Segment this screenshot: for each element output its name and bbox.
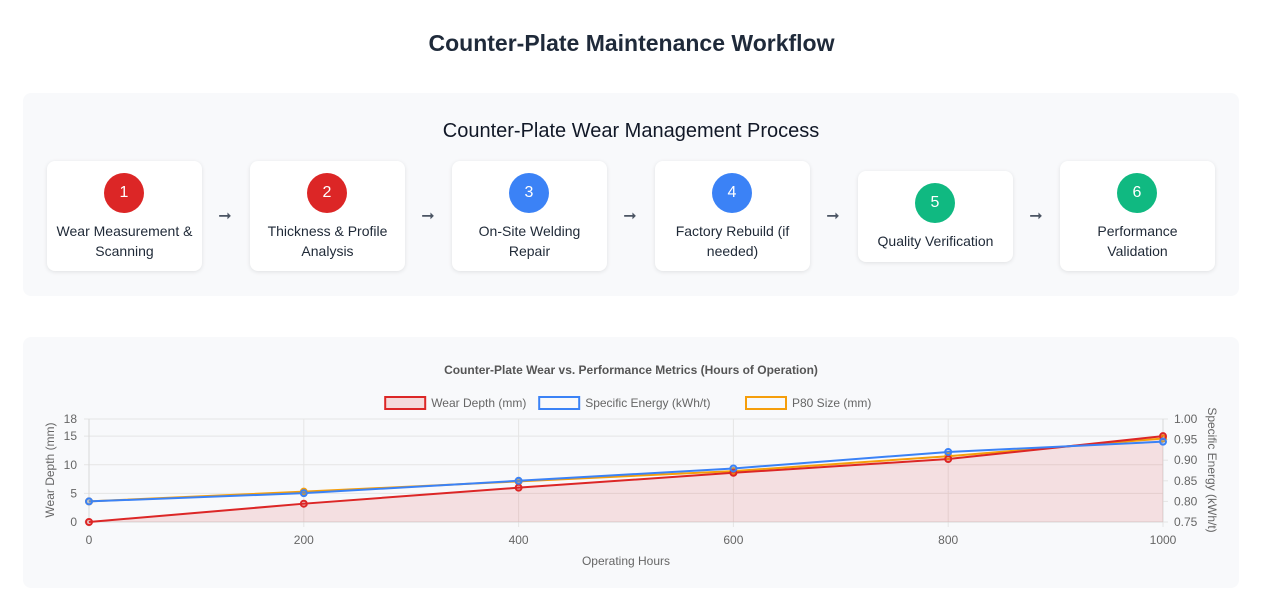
- step-number-2: 2: [307, 173, 347, 213]
- y2-axis-title: Specific Energy (kWh/t): [1205, 407, 1219, 532]
- data-point[interactable]: [1159, 437, 1167, 446]
- chart-title: Counter-Plate Wear vs. Performance Metri…: [444, 363, 818, 377]
- y-tick-label: 18: [64, 412, 78, 426]
- legend-label[interactable]: Specific Energy (kWh/t): [585, 396, 710, 410]
- step-label-4: Factory Rebuild (if needed): [675, 223, 790, 259]
- legend-label[interactable]: P80 Size (mm): [792, 396, 871, 410]
- chart-ticks: 0 200 400 600 800 1000 0 5 10 15 18 0.75 0.80 0.85 0.9…: [64, 412, 1198, 547]
- y2-tick-label: 0.95: [1174, 433, 1198, 447]
- legend-swatch[interactable]: [384, 396, 427, 410]
- step-number-3: 3: [509, 173, 549, 213]
- series-line: [88, 437, 1164, 503]
- y-tick-label: 0: [70, 515, 77, 529]
- step-label-1: Wear Measurement & Scanning: [56, 223, 193, 259]
- arrow-icon: ➞: [1029, 208, 1043, 225]
- x-tick-label: 600: [723, 533, 743, 547]
- legend-swatch[interactable]: [745, 396, 787, 410]
- x-tick-label: 0: [86, 533, 93, 547]
- y-axis-title: Wear Depth (mm): [43, 422, 57, 517]
- x-tick-label: 200: [294, 533, 314, 547]
- chart-legend[interactable]: Wear Depth (mm) Specific Energy (kWh/t) P8…: [384, 396, 871, 410]
- series-line: [88, 435, 1164, 523]
- step-number-1: 1: [104, 173, 144, 213]
- arrow-icon: ➞: [623, 208, 637, 225]
- data-point[interactable]: [299, 489, 308, 498]
- chart-lines: [88, 435, 1164, 523]
- data-point[interactable]: [85, 518, 93, 526]
- x-axis-title: Operating Hours: [582, 554, 670, 568]
- y2-tick-label: 0.90: [1174, 453, 1198, 467]
- series-line: [88, 440, 1164, 503]
- step-card-1[interactable]: 1 Wear Measurement & Scanning: [47, 161, 202, 271]
- step-label-6: Performance Validation: [1097, 223, 1178, 259]
- step-card-2[interactable]: 2 Thickness & Profile Analysis: [250, 161, 405, 271]
- step-card-3[interactable]: 3 On-Site Welding Repair: [452, 161, 607, 271]
- step-card-4[interactable]: 4 Factory Rebuild (if needed): [655, 161, 810, 271]
- data-point[interactable]: [729, 464, 738, 473]
- y2-tick-label: 1.00: [1174, 412, 1198, 426]
- arrow-icon: ➞: [218, 208, 232, 225]
- x-tick-label: 400: [509, 533, 529, 547]
- y-tick-label: 5: [70, 486, 77, 500]
- y-tick-label: 15: [64, 429, 78, 443]
- step-number-6: 6: [1117, 173, 1157, 213]
- chart-grid: [84, 418, 1168, 527]
- x-tick-label: 1000: [1150, 533, 1177, 547]
- legend-label[interactable]: Wear Depth (mm): [431, 396, 526, 410]
- step-number-5: 5: [915, 183, 955, 223]
- data-point[interactable]: [299, 499, 308, 508]
- y2-tick-label: 0.80: [1174, 494, 1198, 508]
- y-tick-label: 10: [64, 458, 78, 472]
- process-panel: Counter-Plate Wear Management Process 1 …: [23, 93, 1239, 296]
- step-label-5: Quality Verification: [877, 233, 994, 249]
- y2-tick-label: 0.75: [1174, 515, 1198, 529]
- data-point[interactable]: [85, 497, 93, 506]
- step-card-5[interactable]: 5 Quality Verification: [858, 171, 1013, 262]
- step-card-6[interactable]: 6 Performance Validation: [1060, 161, 1215, 271]
- step-label-3: On-Site Welding Repair: [478, 223, 581, 259]
- step-label-2: Thickness & Profile Analysis: [267, 223, 388, 259]
- data-point[interactable]: [944, 455, 953, 464]
- arrow-icon: ➞: [421, 208, 435, 225]
- chart-panel: [23, 337, 1239, 588]
- data-point[interactable]: [514, 483, 523, 492]
- data-point[interactable]: [514, 476, 523, 485]
- page-title: Counter-Plate Maintenance Workflow: [428, 30, 835, 56]
- arrow-icon: ➞: [826, 208, 840, 225]
- process-title: Counter-Plate Wear Management Process: [442, 120, 820, 142]
- legend-swatch[interactable]: [538, 396, 581, 410]
- chart-points[interactable]: [85, 432, 1167, 526]
- data-point[interactable]: [944, 447, 953, 456]
- y2-tick-label: 0.85: [1174, 474, 1198, 488]
- x-tick-label: 800: [938, 533, 958, 547]
- step-number-4: 4: [712, 173, 752, 213]
